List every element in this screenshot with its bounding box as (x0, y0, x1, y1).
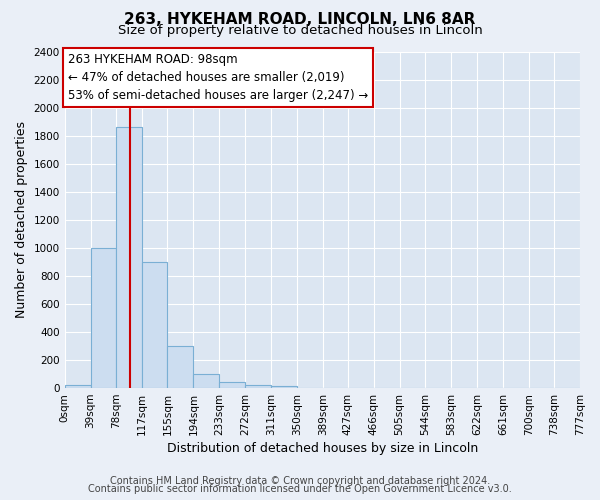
Bar (116, 127, 142, 388)
Bar (65, 386, 91, 388)
Text: Size of property relative to detached houses in Lincoln: Size of property relative to detached ho… (118, 24, 482, 37)
X-axis label: Distribution of detached houses by size in Lincoln: Distribution of detached houses by size … (167, 442, 478, 455)
Text: 263, HYKEHAM ROAD, LINCOLN, LN6 8AR: 263, HYKEHAM ROAD, LINCOLN, LN6 8AR (124, 12, 476, 28)
Bar (142, 262, 167, 388)
Bar (91, 248, 116, 388)
Text: Contains public sector information licensed under the Open Government Licence v3: Contains public sector information licen… (88, 484, 512, 494)
Bar (193, 374, 219, 388)
Bar (167, 346, 193, 388)
Text: 263 HYKEHAM ROAD: 98sqm: 263 HYKEHAM ROAD: 98sqm (73, 56, 242, 70)
Text: Contains HM Land Registry data © Crown copyright and database right 2024.: Contains HM Land Registry data © Crown c… (110, 476, 490, 486)
Y-axis label: Number of detached properties: Number of detached properties (15, 122, 28, 318)
Bar (245, 384, 271, 388)
Bar (271, 386, 297, 388)
Bar (219, 382, 245, 388)
Text: 263 HYKEHAM ROAD: 98sqm
← 47% of detached houses are smaller (2,019)
53% of semi: 263 HYKEHAM ROAD: 98sqm ← 47% of detache… (68, 53, 368, 102)
